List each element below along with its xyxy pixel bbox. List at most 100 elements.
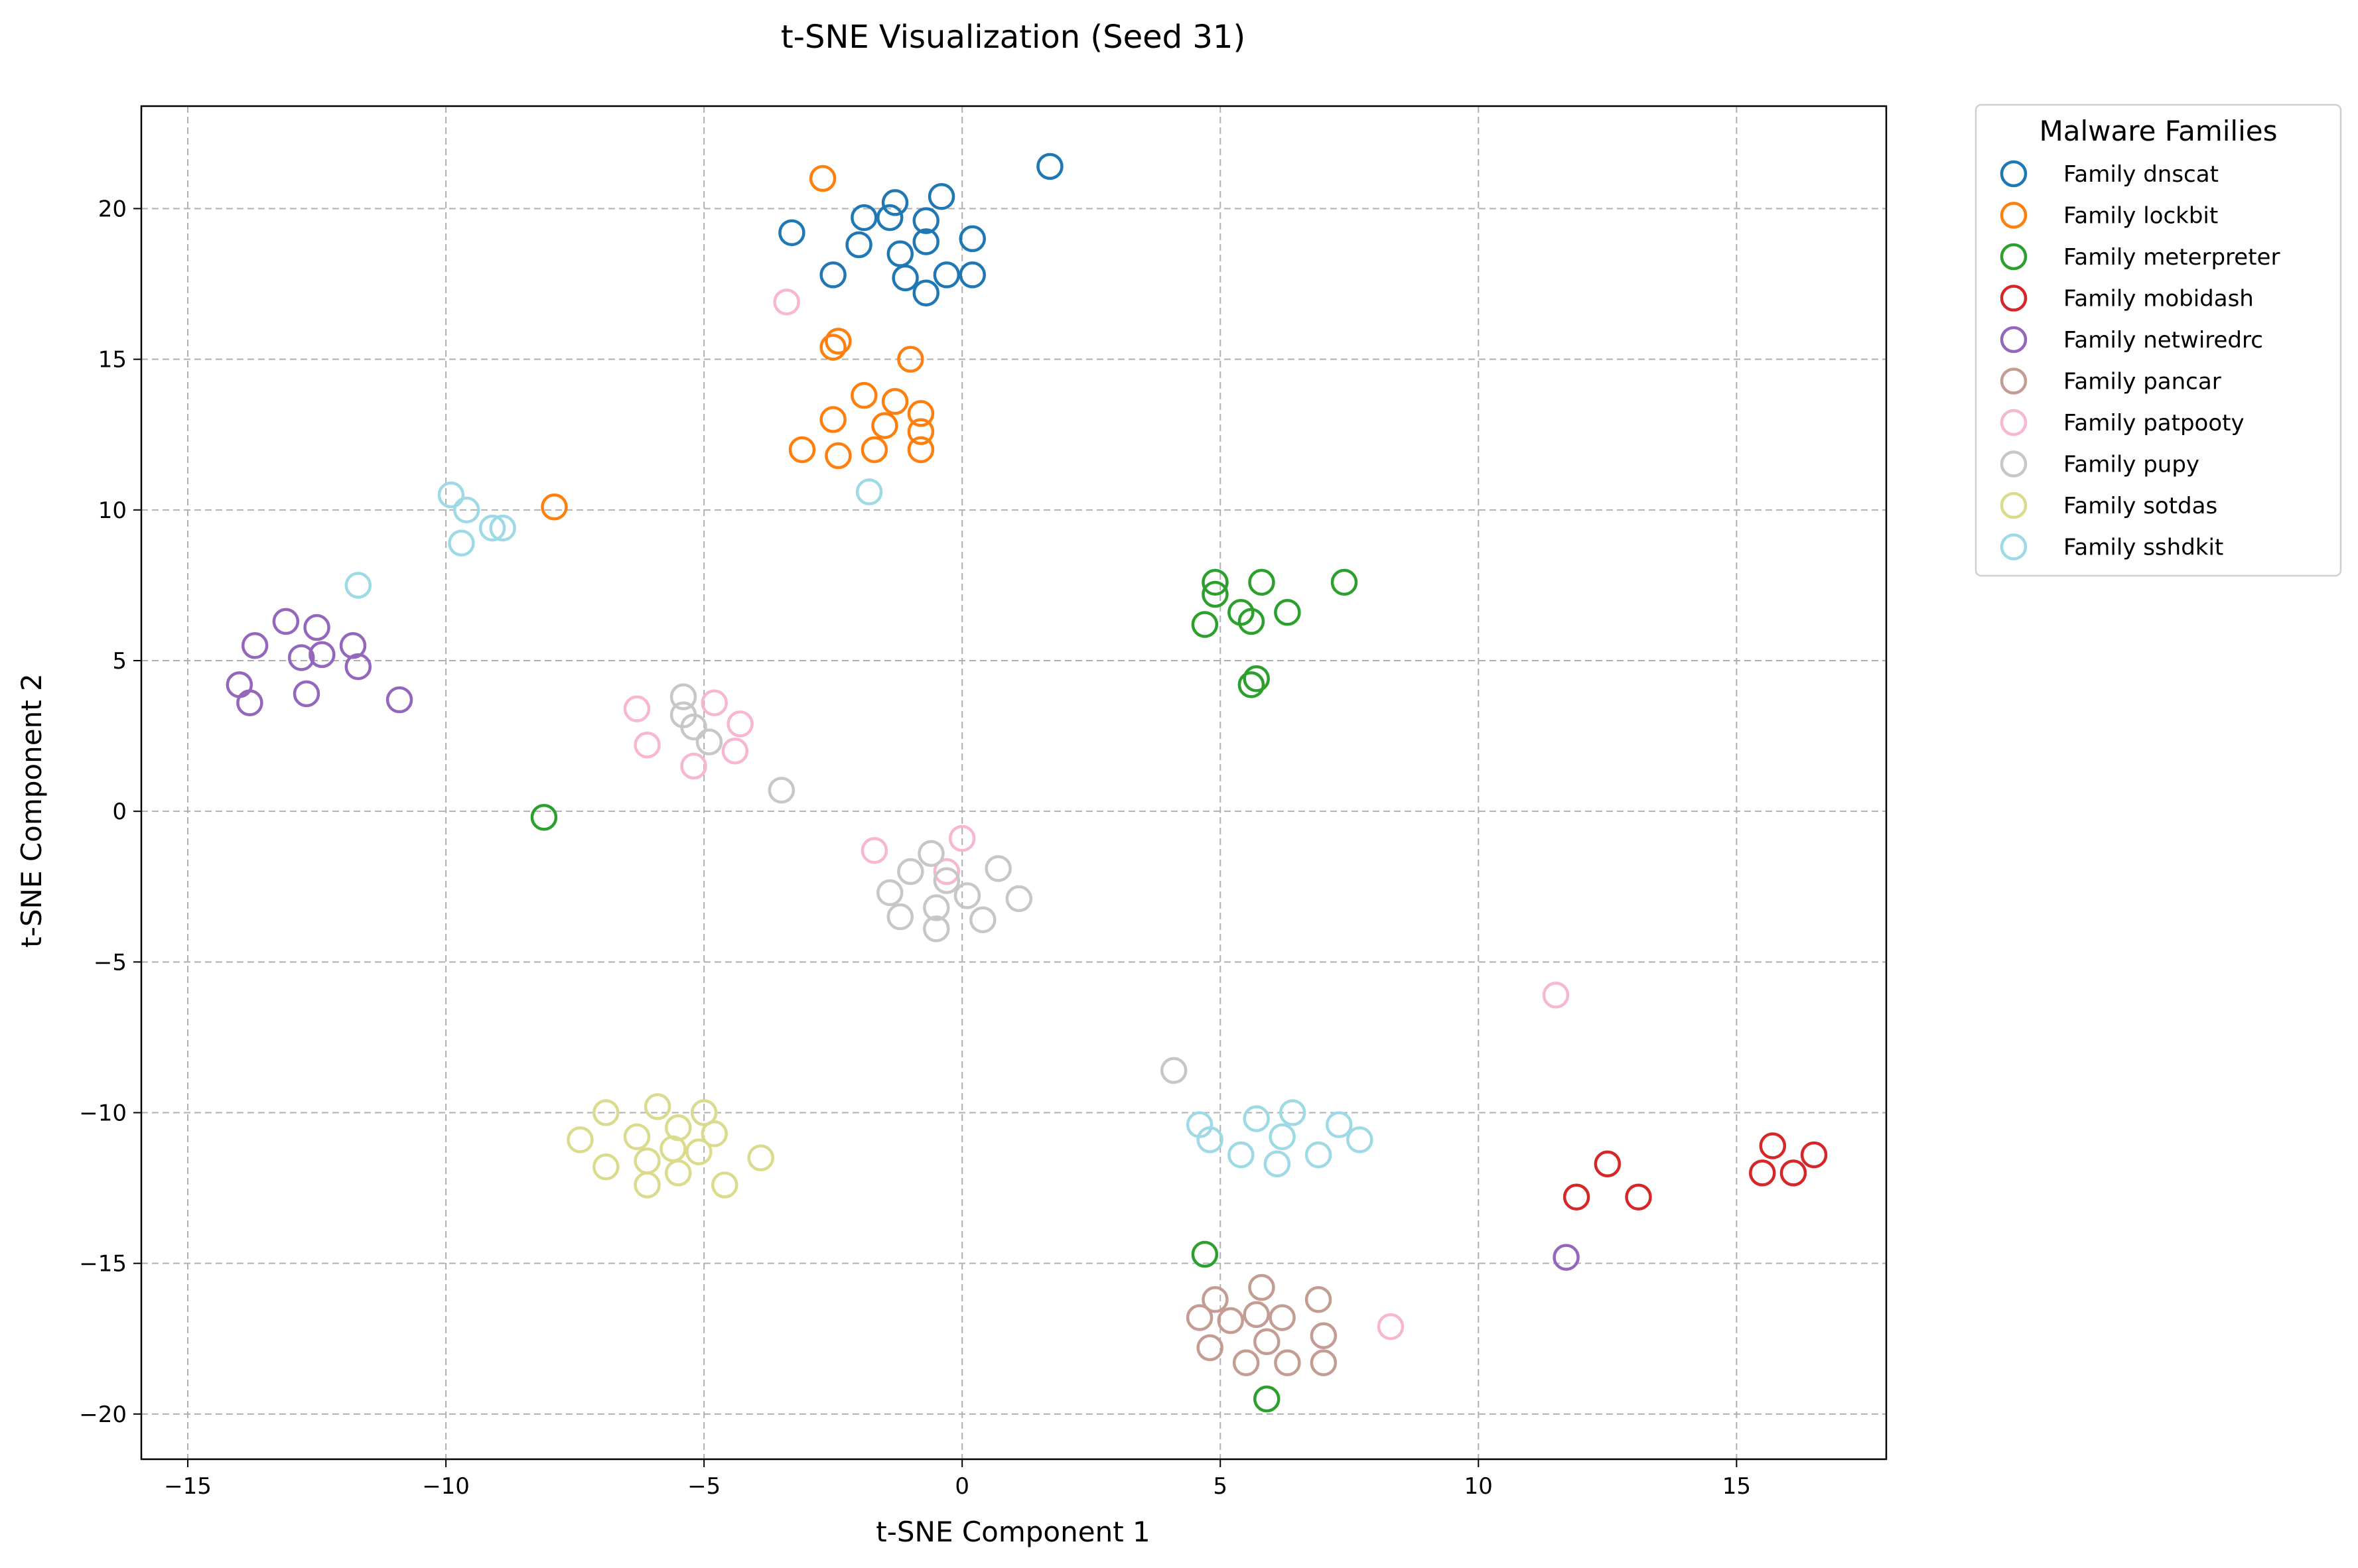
data-point (1594, 1150, 1622, 1177)
legend-item: Family mobidash (2000, 285, 2254, 312)
series-group (344, 478, 1373, 1177)
x-tick-label: 5 (1213, 1473, 1227, 1500)
grid (141, 106, 1886, 1459)
x-axis-ticks: −15 −10 −5 0 5 10 15 (164, 1459, 1751, 1500)
data-point (634, 1171, 661, 1199)
data-point (1005, 885, 1033, 913)
data-point (855, 478, 883, 505)
data-point (985, 855, 1012, 882)
series-group (541, 164, 935, 521)
data-point (1191, 611, 1219, 638)
x-axis-label: t-SNE Component 1 (876, 1516, 1150, 1548)
series-group (1562, 1132, 1828, 1210)
data-point (1269, 1304, 1296, 1331)
data-point (623, 695, 651, 722)
series-group (567, 1093, 774, 1199)
data-point (1217, 1307, 1245, 1335)
series-group (530, 568, 1358, 1413)
y-tick-label: 15 (98, 347, 127, 373)
legend-marker (2000, 367, 2028, 395)
data-point (1243, 1105, 1270, 1132)
data-point (886, 903, 914, 931)
data-point (1186, 1304, 1214, 1331)
data-point (226, 671, 253, 698)
legend-item: Family meterpreter (2000, 243, 2280, 271)
data-point (1237, 671, 1265, 698)
legend-label: Family sshdkit (2063, 535, 2223, 561)
y-axis-label: t-SNE Component 2 (15, 673, 48, 948)
data-point (845, 231, 872, 259)
data-point (959, 261, 987, 289)
data-point (881, 189, 909, 216)
data-point (541, 493, 568, 521)
x-tick-label: 0 (955, 1473, 969, 1500)
data-point (912, 207, 939, 234)
data-point (1202, 568, 1229, 596)
data-point (1304, 1141, 1332, 1169)
data-point (897, 858, 924, 885)
data-point (1248, 1274, 1275, 1301)
data-point (969, 906, 997, 933)
data-point (701, 689, 728, 716)
data-point (918, 840, 945, 868)
legend-label: Family mobidash (2063, 286, 2254, 312)
data-point (1036, 153, 1064, 180)
data-point (1377, 1313, 1405, 1340)
data-point (907, 418, 935, 445)
legend: Malware Families Family dnscat Family loc… (1975, 103, 2342, 577)
data-point (876, 204, 904, 231)
legend-label: Family patpooty (2063, 410, 2245, 436)
data-point (478, 514, 506, 542)
legend-marker (2000, 533, 2028, 560)
data-point (747, 1144, 774, 1171)
data-point (907, 400, 935, 427)
data-point (592, 1153, 620, 1181)
x-tick-label: −5 (687, 1473, 721, 1500)
legend-item: Family dnscat (2000, 160, 2219, 188)
legend-marker (2000, 450, 2028, 478)
legend-marker (2000, 326, 2028, 354)
data-point (953, 882, 981, 909)
legend-title: Malware Families (2040, 115, 2278, 147)
data-point (721, 738, 749, 765)
legend-label: Family pancar (2063, 369, 2221, 395)
data-point (1553, 1244, 1580, 1271)
data-point (773, 289, 800, 316)
data-point (1274, 599, 1301, 626)
data-point (886, 240, 914, 267)
series-group (623, 289, 1570, 1340)
data-point (1625, 1183, 1652, 1210)
y-tick-label: −20 (79, 1402, 127, 1428)
data-point (897, 346, 924, 373)
data-point (1232, 1349, 1260, 1376)
legend-label: Family meterpreter (2063, 244, 2280, 271)
data-point (701, 1120, 728, 1147)
data-point (1227, 1141, 1255, 1169)
data-point (344, 653, 372, 681)
x-tick-label: 10 (1464, 1473, 1493, 1500)
data-point (1227, 599, 1255, 626)
data-point (385, 686, 413, 714)
data-point (1542, 982, 1570, 1009)
data-point (1279, 1099, 1306, 1126)
data-point (912, 279, 939, 306)
data-point (907, 436, 935, 464)
data-point (344, 572, 372, 599)
data-point (530, 803, 558, 831)
data-point (881, 388, 909, 415)
data-point (1253, 1328, 1281, 1356)
y-tick-label: −10 (79, 1100, 127, 1127)
data-point (861, 436, 888, 464)
data-point (690, 1099, 718, 1126)
y-tick-label: 20 (98, 196, 127, 222)
data-point (1248, 568, 1275, 596)
data-point (851, 204, 878, 231)
data-point (1253, 1385, 1281, 1413)
data-point (1202, 1285, 1229, 1313)
data-point (695, 728, 723, 755)
data-point (685, 1138, 713, 1165)
data-point (293, 680, 320, 708)
data-point (1800, 1141, 1828, 1169)
data-point (876, 879, 904, 907)
